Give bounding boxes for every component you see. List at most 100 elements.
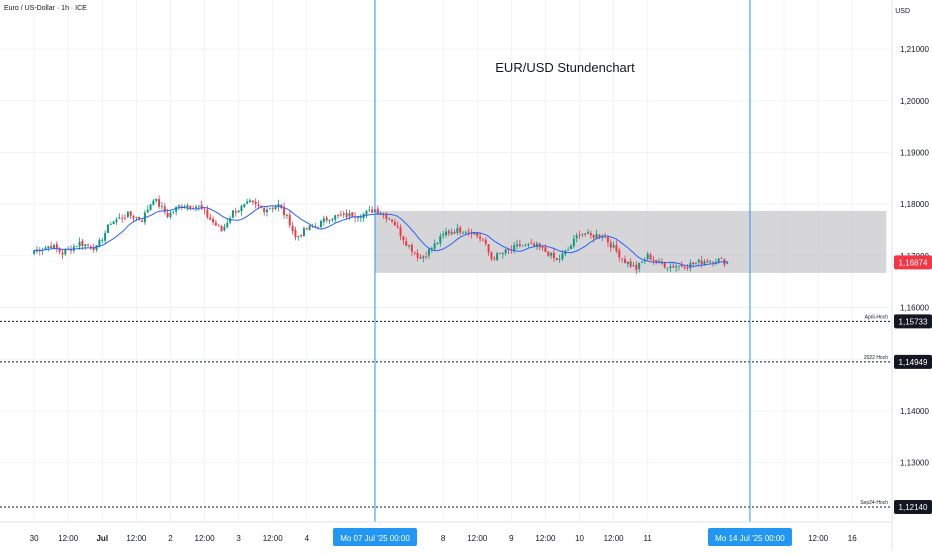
time-marker-badge <box>332 528 417 546</box>
candle-body <box>325 217 328 221</box>
candle-body <box>385 214 388 219</box>
candle-body <box>470 232 473 234</box>
candle-body <box>595 234 598 239</box>
candle-body <box>714 261 717 263</box>
candle-body <box>328 220 331 221</box>
candle-body <box>467 231 470 233</box>
x-tick-label: 12:00 <box>263 534 284 543</box>
candle-body <box>123 217 126 219</box>
candle-body <box>248 200 251 203</box>
candle-body <box>550 252 553 256</box>
time-marker-label: Mo 07 Jul '25 00:00 <box>340 534 410 543</box>
x-tick-label: 12:00 <box>126 534 147 543</box>
candle-body <box>75 246 78 248</box>
candle-body <box>334 215 337 220</box>
candle-body <box>430 248 433 251</box>
candle-body <box>226 222 229 228</box>
candle-body <box>604 236 607 238</box>
candle-body <box>592 234 595 238</box>
candle-body <box>197 205 200 207</box>
y-tick-label: 1,18000 <box>900 200 929 209</box>
candle-body <box>541 246 544 248</box>
candle-body <box>322 218 325 222</box>
candle-body <box>717 258 720 263</box>
x-tick-label: 16 <box>848 534 857 543</box>
candle-body <box>629 261 632 267</box>
candle-body <box>666 267 669 269</box>
level-price-badge <box>894 500 932 515</box>
candle-body <box>98 239 101 247</box>
candle-body <box>462 232 465 234</box>
x-tick-label: 30 <box>30 534 39 543</box>
candle-body <box>587 232 590 234</box>
candle-body <box>149 204 152 211</box>
candle-body <box>399 227 402 236</box>
candle-body <box>530 243 533 245</box>
candle-body <box>163 206 166 213</box>
candle-body <box>345 212 348 218</box>
x-tick-label: 11 <box>644 534 653 543</box>
level-price-label: 1,12140 <box>899 503 928 512</box>
candle-body <box>203 209 206 211</box>
candle-body <box>578 234 581 236</box>
candle-body <box>493 258 496 260</box>
candle-body <box>425 256 428 257</box>
candle-body <box>669 266 672 269</box>
x-tick-label: Jul <box>96 534 108 543</box>
candle-body <box>229 218 232 223</box>
candle-body <box>555 258 558 261</box>
level-label: April-Hoch <box>865 314 889 320</box>
candle-body <box>422 256 425 259</box>
candle-body <box>55 244 58 249</box>
candle-body <box>501 253 504 255</box>
candle-body <box>405 241 408 247</box>
symbol-header: Euro / US-Dollar · 1h · ICE <box>4 5 87 12</box>
candle-body <box>533 243 536 247</box>
candle-body <box>317 226 320 228</box>
candle-body <box>331 218 334 220</box>
candle-body <box>518 243 521 247</box>
candle-body <box>348 213 351 217</box>
candle-body <box>115 219 118 222</box>
candle-body <box>84 244 87 247</box>
candle-body <box>641 261 644 263</box>
candle-body <box>81 240 84 246</box>
candle-body <box>234 211 237 213</box>
x-tick-label: 4 <box>305 534 310 543</box>
candle-body <box>479 236 482 239</box>
last-price-label: 1,16874 <box>899 258 928 267</box>
candle-body <box>129 211 132 216</box>
candle-body <box>623 258 626 263</box>
candle-body <box>524 244 527 246</box>
candle-body <box>101 240 104 241</box>
candle-body <box>274 206 277 209</box>
candle-body <box>581 234 584 236</box>
candle-body <box>297 235 300 238</box>
candle-body <box>598 234 601 237</box>
candle-body <box>266 209 269 213</box>
candle-body <box>158 199 161 207</box>
level-price-label: 1,15733 <box>899 317 928 326</box>
candle-body <box>706 260 709 263</box>
candle-body <box>214 222 217 226</box>
candle-body <box>561 253 564 260</box>
level-label: 2022 Hoch <box>864 355 888 361</box>
candle-body <box>484 239 487 244</box>
candle-body <box>609 242 612 248</box>
chart-title: EUR/USD Stundenchart <box>495 60 635 75</box>
candle-body <box>655 260 658 263</box>
candle-body <box>141 220 144 222</box>
candle-body <box>50 246 53 249</box>
candle-body <box>365 210 368 215</box>
candle-body <box>95 245 98 250</box>
candle-body <box>660 262 663 264</box>
candle-body <box>527 244 530 246</box>
candle-body <box>567 249 570 251</box>
x-tick-label: 12:00 <box>58 534 79 543</box>
candle-body <box>368 209 371 211</box>
candle-body <box>217 225 220 227</box>
candle-body <box>416 252 419 258</box>
candle-body <box>686 267 689 269</box>
